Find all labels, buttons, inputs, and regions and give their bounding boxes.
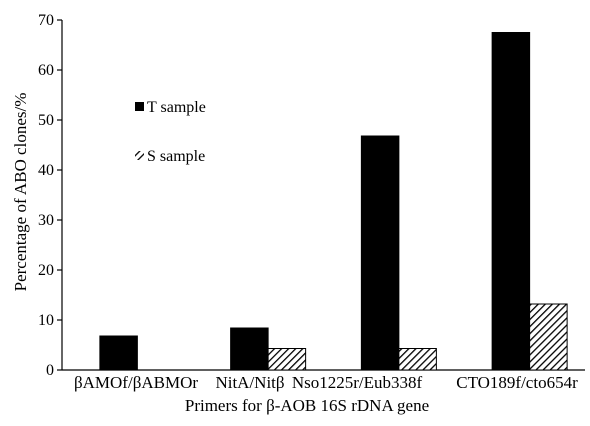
y-tick-label: 60 — [38, 62, 54, 79]
bar-s-sample — [267, 348, 307, 371]
x-tick-label: βAMOf/βABMOr — [74, 373, 198, 392]
y-tick-label: 10 — [38, 312, 54, 329]
y-tick-label: 0 — [46, 362, 54, 379]
x-tick-label: CTO189f/cto654r — [456, 373, 578, 392]
y-tick-label: 70 — [38, 12, 54, 29]
y-tick-label: 30 — [38, 212, 54, 229]
legend-swatch-t-sample — [135, 102, 144, 111]
plot-area: 0 10 20 30 40 50 60 70 βAMOf/βABMOr NitA/Nitβ Nso1… — [38, 12, 585, 392]
y-tick-label: 20 — [38, 262, 54, 279]
legend-label-s-sample: S sample — [147, 148, 205, 165]
bar-t-sample — [99, 335, 138, 371]
bar-t-sample — [360, 135, 400, 371]
x-tick-label: NitA/Nitβ — [215, 373, 284, 392]
x-tick-label: Nso1225r/Eub338f — [292, 373, 423, 392]
y-tick-label: 50 — [38, 112, 54, 129]
legend-label-t-sample: T sample — [147, 99, 206, 116]
legend: T sample S sample — [135, 99, 206, 165]
y-tick-label: 40 — [38, 162, 54, 179]
bar-t-sample — [230, 327, 269, 371]
legend-swatch-s-sample — [135, 151, 144, 160]
x-axis-title: Primers for β-AOB 16S rDNA gene — [185, 396, 429, 415]
bar-t-sample — [491, 32, 531, 371]
bar-s-sample — [398, 348, 437, 371]
bar-s-sample — [529, 303, 568, 371]
y-axis-title: Percentage of ABO clones/% — [11, 93, 30, 292]
